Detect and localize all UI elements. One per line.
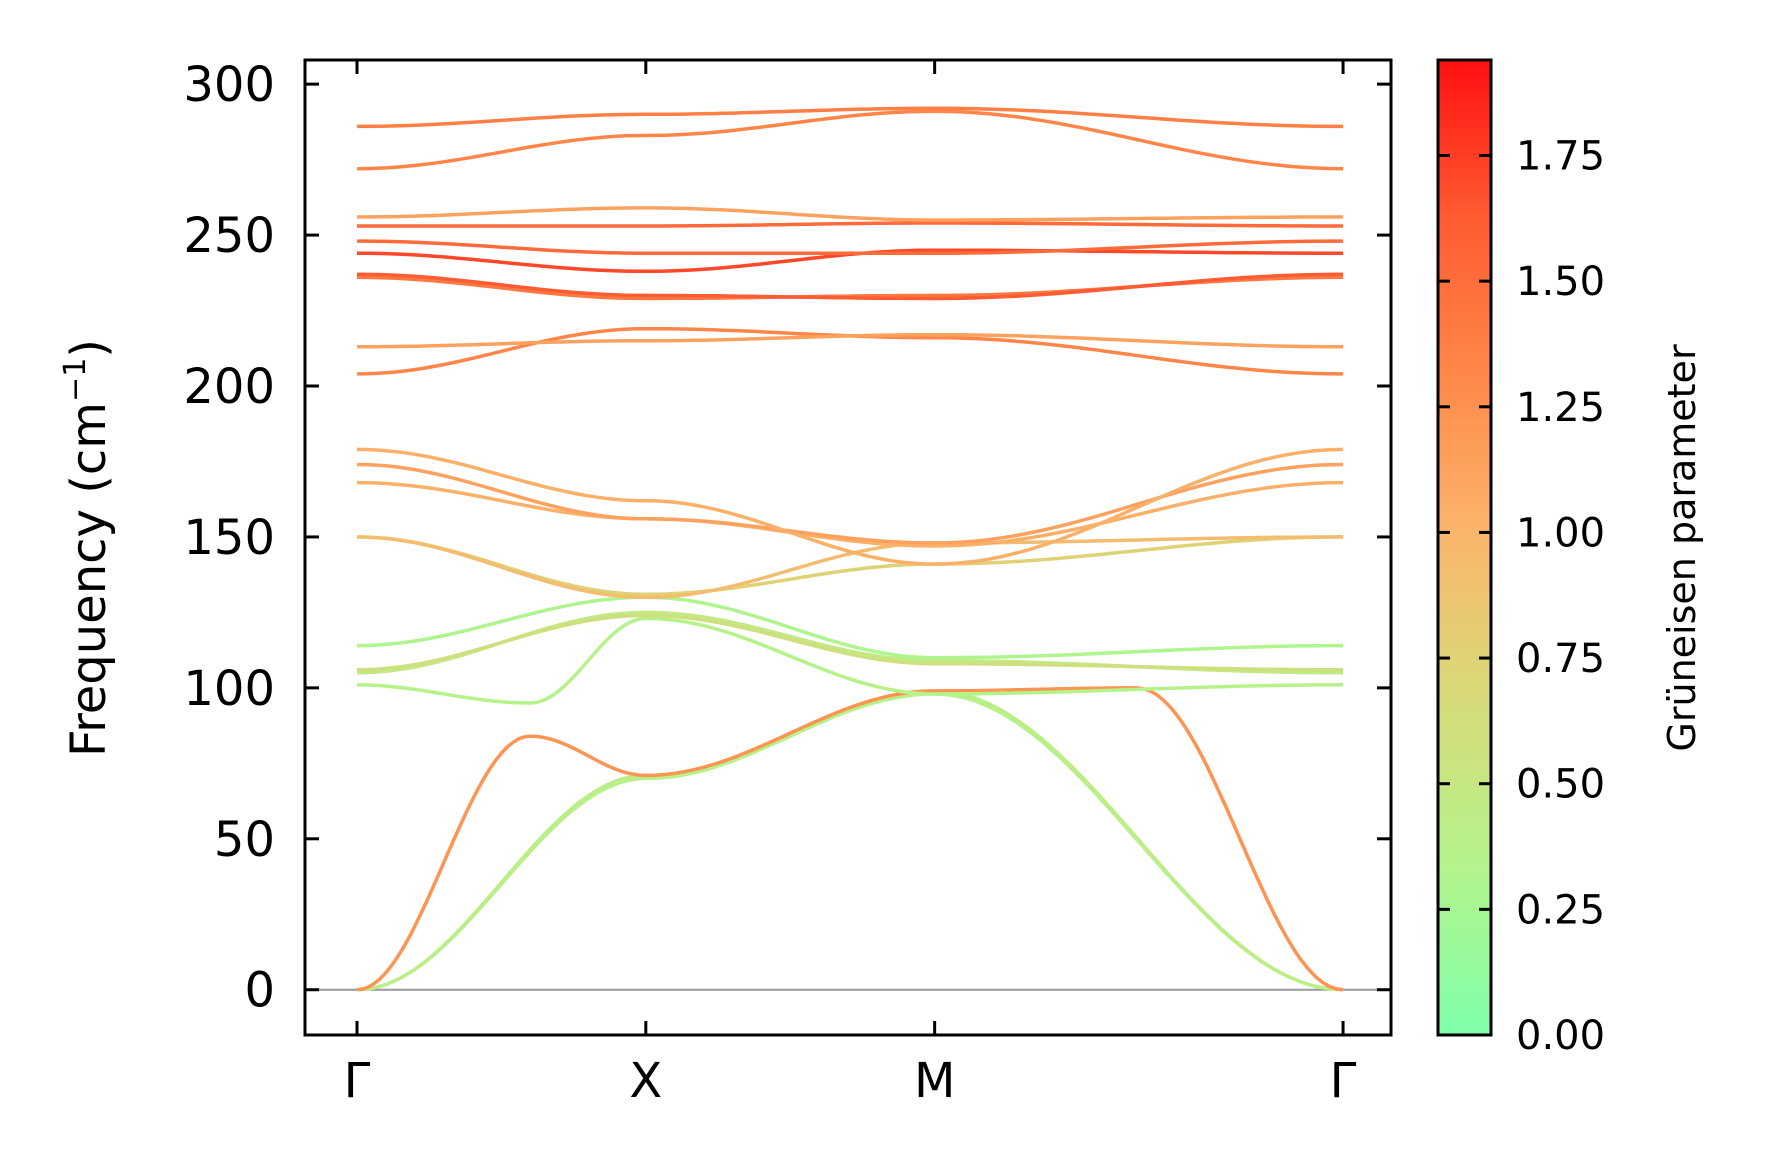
y-axis-title: Frequency (cm−1) [58,339,117,757]
colorbar-tick-label: 0.75 [1516,636,1605,682]
y-tick-label: 150 [183,510,275,566]
band-line-7 [356,595,1344,660]
band-line-21 [356,109,1344,171]
band-line-13 [356,326,1344,376]
colorbar-tick-label: 1.50 [1516,259,1605,305]
y-axis-title-text: Frequency (cm [61,402,117,757]
y-tick-label: 300 [183,57,275,113]
y-tick-label: 0 [244,963,275,1019]
band-line-18 [357,239,1344,255]
x-tick-label: M [914,1053,955,1109]
band-line-1 [356,692,1344,992]
y-tick-label: 100 [183,661,275,717]
colorbar-tick-label: 0.00 [1516,1013,1605,1059]
plot-frame [303,58,1393,1037]
band-line-9 [356,535,1344,600]
y-tick-label: 50 [214,812,275,868]
x-tick-label: Γ [1330,1053,1357,1109]
band-line-12 [356,447,1344,566]
band-line-2 [356,689,1344,992]
band-line-3 [356,686,1344,992]
x-tick-label: Γ [344,1053,371,1109]
x-tick-label: X [629,1053,662,1109]
band-line-17 [357,248,1344,274]
band-line-20 [356,206,1344,222]
y-axis-ticks: 0 50 100 150 200 250 300 [183,57,1391,1019]
colorbar-tick-label: 1.75 [1516,133,1605,179]
band-line-19 [357,221,1344,228]
y-axis-title-superscript: −1 [58,358,93,402]
colorbar-tick-label: 1.25 [1516,385,1605,431]
colorbar-tick-label: 0.50 [1516,762,1605,808]
colorbar-gradient [1436,58,1493,1037]
band-line-8 [356,535,1344,597]
y-axis-title-close: ) [61,339,117,358]
band-line-14 [356,332,1344,349]
colorbar-title: Grüneisen parameter [1660,344,1704,752]
y-tick-label: 200 [183,359,275,415]
colorbar-tick-label: 1.00 [1516,510,1605,556]
plot-area: 0 50 100 150 200 250 300 Γ X M Γ [183,57,1393,1109]
colorbar-ticks: 0.00 0.25 0.50 0.75 1.00 1.25 1.50 1.75 [1438,133,1605,1059]
band-line-4 [356,616,1344,705]
band-line-6 [356,613,1344,672]
phonon-bands [356,106,1344,992]
colorbar: 0.00 0.25 0.50 0.75 1.00 1.25 1.50 1.75 Grüneis… [1436,58,1704,1059]
colorbar-tick-label: 0.25 [1516,887,1605,933]
band-line-22 [357,106,1344,129]
y-tick-label: 250 [183,208,275,264]
band-line-16 [356,272,1344,301]
